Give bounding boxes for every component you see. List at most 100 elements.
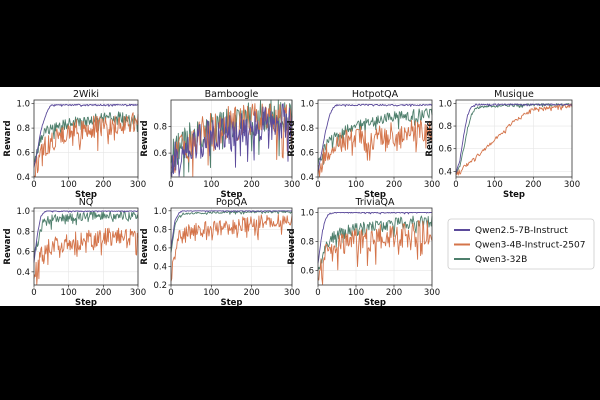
x-tick-label: 300 [564, 180, 580, 190]
x-tick-label: 200 [95, 288, 111, 298]
legend-label: Qwen3-32B [475, 255, 527, 265]
x-tick-label: 300 [130, 180, 146, 190]
series-line-qwen3-4b-instruct-2507 [170, 213, 293, 282]
panel-popqa: 0 100 200 300 0.2 0.4 0.6 0.8 1.0 PopQA Step Reward [140, 197, 300, 308]
panel-nq: 0 100 200 300 0.4 0.6 0.8 1.0 NQ Step Reward [3, 197, 146, 308]
y-tick-label: 0.4 [438, 167, 452, 177]
x-tick-label: 0 [168, 180, 173, 190]
x-tick-label: 200 [386, 288, 402, 298]
series-line-qwen3-4b-instruct-2507 [33, 112, 139, 177]
x-tick-label: 0 [453, 180, 458, 190]
plot-frame [455, 99, 573, 178]
y-tick-label: 1.0 [16, 100, 30, 110]
x-tick-label: 200 [525, 180, 541, 190]
x-tick-label: 0 [31, 288, 36, 298]
series-line-qwen3-4b-instruct-2507 [33, 227, 139, 285]
x-tick-label: 0 [315, 288, 320, 298]
y-tick-label: 1.0 [16, 207, 30, 217]
series-line-qwen2-5-7b-instruct [317, 211, 432, 264]
panel-2wiki: 0 100 200 300 0.4 0.6 0.8 1.0 2Wiki Step Reward [3, 89, 146, 200]
series-line-qwen2-5-7b-instruct [317, 103, 433, 172]
x-axis-label: Step [364, 190, 386, 200]
x-tick-label: 200 [95, 180, 111, 190]
figure: 0 100 200 300 0.4 0.6 0.8 1.0 2Wiki Step Reward 0 10… [0, 87, 600, 308]
panel-title: HotpotQA [352, 89, 399, 100]
series-line-qwen3-32b [455, 103, 573, 175]
plot-frame [170, 99, 293, 178]
y-tick-label: 0.8 [153, 123, 167, 133]
panel-musique: 0 100 200 300 0.4 0.6 0.8 1.0 Musique Step Reward [425, 89, 580, 200]
y-axis-label: Reward [140, 228, 150, 264]
x-axis-label: Step [75, 298, 97, 306]
x-axis-label: Step [75, 190, 97, 200]
y-tick-label: 0.6 [300, 149, 314, 159]
plot-frame [317, 99, 433, 178]
y-tick-label: 0.8 [300, 237, 314, 247]
x-tick-label: 100 [203, 288, 219, 298]
plot-frame [33, 207, 139, 286]
x-tick-label: 300 [284, 180, 300, 190]
x-tick-label: 100 [61, 180, 77, 190]
y-tick-label: 0.8 [438, 122, 452, 132]
x-axis-label: Step [220, 190, 242, 200]
panel-title: Bamboogle [205, 89, 259, 100]
legend-label: Qwen2.5-7B-Instruct [475, 226, 568, 236]
x-tick-label: 100 [203, 180, 219, 190]
x-axis-label: Step [220, 298, 242, 306]
y-axis-label: Reward [140, 120, 150, 156]
x-tick-label: 300 [284, 288, 300, 298]
series-line-qwen2-5-7b-instruct [170, 103, 293, 177]
series-line-qwen2-5-7b-instruct [455, 103, 573, 174]
y-axis-label: Reward [3, 120, 13, 156]
x-axis-label: Step [364, 298, 386, 306]
y-tick-label: 0.8 [16, 227, 30, 237]
series-line-qwen3-32b [170, 210, 293, 253]
series-line-qwen2-5-7b-instruct [170, 210, 293, 249]
panel-title: TriviaQA [354, 197, 395, 208]
panel-title: Musique [494, 89, 534, 100]
plot-frame [33, 99, 139, 178]
panel-title: NQ [79, 197, 94, 208]
y-axis-label: Reward [287, 120, 297, 156]
x-tick-label: 200 [244, 180, 260, 190]
series-line-qwen3-4b-instruct-2507 [455, 103, 573, 176]
y-tick-label: 0.8 [16, 124, 30, 134]
y-tick-label: 0.6 [300, 266, 314, 276]
y-tick-label: 0.8 [153, 225, 167, 235]
y-tick-label: 0.4 [16, 268, 30, 278]
series-line-qwen3-32b [33, 210, 139, 258]
y-tick-label: 0.4 [300, 173, 314, 183]
y-tick-label: 0.6 [16, 149, 30, 159]
x-tick-label: 100 [61, 288, 77, 298]
panel-bamboogle: 0 100 200 300 0.6 0.8 Bamboogle Step Reward [140, 89, 300, 200]
series-line-qwen3-32b [33, 111, 139, 162]
x-axis-label: Step [503, 190, 525, 200]
y-tick-label: 1.0 [153, 207, 167, 217]
y-tick-label: 0.6 [16, 248, 30, 258]
x-tick-label: 0 [168, 288, 173, 298]
series-line-qwen2-5-7b-instruct [33, 210, 138, 263]
series-line-qwen2-5-7b-instruct [33, 103, 139, 168]
y-tick-label: 0.4 [16, 173, 30, 183]
series-line-qwen3-32b [317, 215, 433, 271]
plot-frame [170, 207, 293, 286]
panel-title: PopQA [216, 197, 248, 208]
y-axis-label: Reward [287, 228, 297, 264]
x-tick-label: 100 [348, 288, 364, 298]
y-tick-label: 0.8 [300, 124, 314, 134]
panel-triviaqa: 0 100 200 300 0.6 0.8 1.0 TriviaQA Step Reward [287, 197, 440, 308]
y-axis-label: Reward [425, 120, 435, 156]
x-tick-label: 100 [348, 180, 364, 190]
x-tick-label: 0 [31, 180, 36, 190]
x-tick-label: 300 [130, 288, 146, 298]
x-tick-label: 0 [315, 180, 320, 190]
y-tick-label: 0.6 [153, 244, 167, 254]
series-line-qwen3-4b-instruct-2507 [317, 220, 433, 285]
x-tick-label: 200 [244, 288, 260, 298]
plot-frame [317, 207, 433, 286]
x-tick-label: 300 [424, 180, 440, 190]
x-tick-label: 200 [386, 180, 402, 190]
y-tick-label: 0.2 [153, 281, 167, 291]
